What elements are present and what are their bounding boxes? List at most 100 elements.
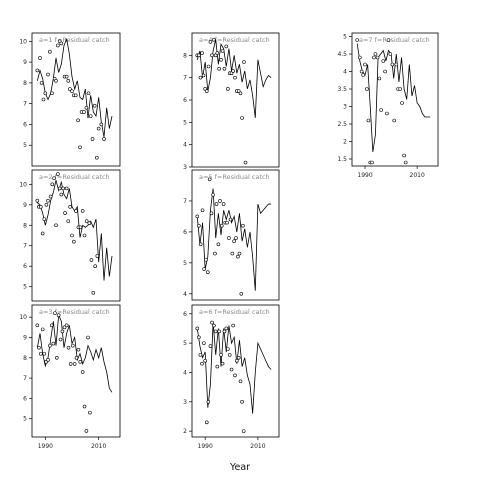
observed-point [222, 66, 227, 71]
panel-7: a=7 f=Residual catch 1.5 2 2.5 3 3.5 4 4.5 5 1990… [337, 32, 439, 179]
panel-title: a=7 f=Residual catch [359, 36, 430, 44]
panel-title: a=6 f=Residual catch [199, 308, 270, 316]
y-tick-label: 7 [23, 101, 27, 108]
observed-point [243, 160, 248, 165]
observed-point [46, 358, 50, 362]
observed-point [86, 335, 90, 340]
observed-point [381, 59, 386, 63]
observed-point [239, 292, 244, 296]
y-tick-label: 7 [23, 375, 27, 382]
observed-point [87, 221, 92, 226]
y-tick-label: 5 [23, 416, 27, 423]
y-tick-label: 5 [23, 142, 27, 149]
observed-point [215, 51, 220, 55]
y-tick-label: 10 [19, 181, 27, 188]
observed-point [66, 79, 71, 83]
observed-point [233, 373, 237, 378]
observed-point [227, 236, 231, 240]
observed-point [73, 93, 78, 98]
observed-point [206, 270, 210, 274]
y-tick-label: 4 [183, 291, 187, 298]
observed-point [197, 223, 201, 228]
observed-point [216, 242, 221, 247]
y-tick-label: 9 [23, 59, 27, 66]
observed-point [240, 116, 244, 120]
panel-frame [31, 169, 121, 302]
y-tick-label: 5 [343, 34, 347, 41]
observed-point [198, 353, 203, 357]
observed-point [54, 223, 58, 228]
y-tick-label: 4 [183, 369, 187, 376]
observed-point [35, 68, 40, 73]
fitted-line [36, 37, 113, 137]
y-tick-label: 6 [23, 121, 27, 128]
observed-point [224, 326, 229, 331]
observed-point [56, 172, 60, 176]
panel-frame [191, 32, 280, 168]
y-tick-label: 3 [183, 164, 187, 171]
y-tick-label: 8 [23, 222, 27, 229]
observed-point [95, 155, 99, 160]
panel-title: a=5 f=Residual catch [199, 173, 270, 181]
observed-point [361, 73, 366, 77]
observed-point [43, 91, 48, 96]
y-tick-label: 7 [183, 198, 187, 205]
observed-point [46, 198, 50, 203]
y-tick-label: 6 [23, 263, 27, 270]
y-tick-label: 9 [23, 334, 27, 341]
observed-point [93, 264, 97, 269]
observed-point [232, 239, 236, 243]
observed-point [234, 236, 238, 240]
observed-point [76, 347, 81, 352]
observed-point [236, 355, 241, 360]
observed-point [212, 37, 216, 42]
observed-point [84, 429, 89, 433]
y-tick-label: 6 [23, 395, 27, 402]
observed-point [212, 323, 216, 328]
observed-point [74, 209, 78, 213]
observed-point [197, 335, 201, 340]
observed-point [236, 89, 241, 93]
observed-point [90, 137, 95, 141]
observed-point [231, 323, 235, 328]
observed-point [211, 192, 215, 197]
panel-frame [191, 304, 280, 438]
observed-point [88, 114, 93, 118]
observed-point [398, 87, 403, 91]
observed-point [233, 75, 237, 80]
panel-title: a=1 f=Residual catch [39, 36, 110, 44]
fitted-line [36, 314, 113, 393]
panel-title: a=3 f=Residual catch [39, 308, 110, 316]
observed-point [88, 410, 92, 415]
observed-point [59, 41, 64, 46]
panel-title: a=2 f=Residual catch [39, 173, 110, 181]
observed-point [197, 53, 201, 58]
fitted-line [196, 39, 272, 118]
y-tick-label: 6 [183, 97, 187, 104]
observed-point [228, 217, 233, 222]
observed-point [54, 79, 58, 83]
observed-point [221, 202, 226, 206]
observed-point [41, 97, 46, 102]
observed-point [230, 251, 235, 256]
observed-point [72, 362, 77, 366]
observed-point [226, 87, 230, 91]
observed-point [390, 62, 395, 67]
observed-point [82, 404, 87, 409]
observed-point [204, 420, 209, 425]
observed-point [231, 69, 235, 73]
observed-point [35, 323, 40, 328]
observed-point [206, 399, 211, 404]
observed-point [53, 311, 57, 315]
observed-point [379, 108, 383, 112]
observed-point [82, 233, 87, 238]
observed-point [78, 145, 82, 150]
observed-point [78, 225, 83, 230]
observed-point [200, 51, 204, 55]
x-tick-label: 2010 [410, 172, 425, 179]
y-tick-label: 6 [183, 229, 187, 236]
observed-point [236, 254, 240, 259]
y-tick-label: 5 [23, 284, 27, 291]
observed-point [201, 73, 206, 78]
y-tick-label: 4 [183, 142, 187, 149]
